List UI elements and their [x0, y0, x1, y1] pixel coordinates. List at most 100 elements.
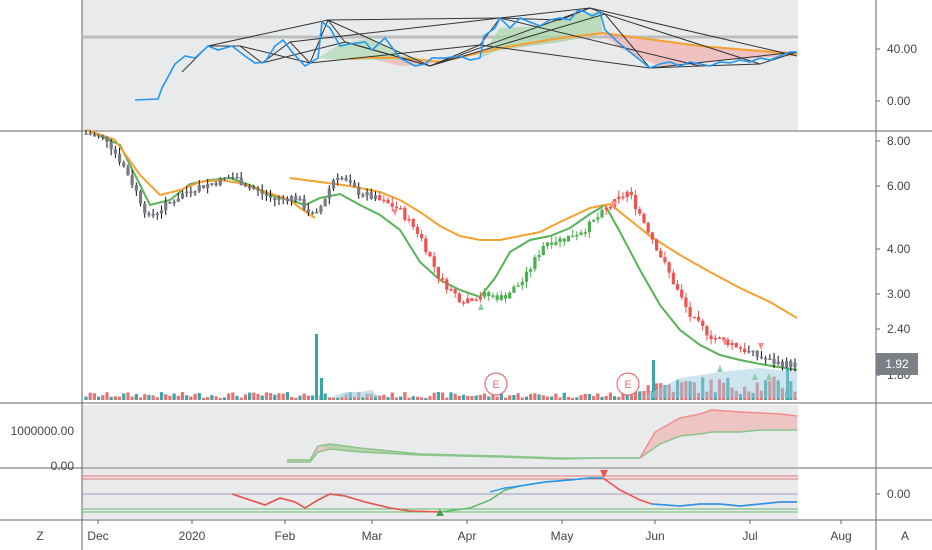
candle-body [172, 201, 176, 204]
volume-bar [122, 393, 126, 400]
candle-body [768, 358, 772, 361]
candle-body [243, 185, 248, 187]
candle-body [558, 238, 562, 243]
timezone-button[interactable]: Z [36, 529, 44, 543]
candle-body [633, 194, 638, 210]
volume-bar [449, 392, 453, 400]
volume-tick-label: 1000000.00 [11, 424, 75, 438]
candle-body [143, 203, 147, 214]
sell-signal-marker [758, 343, 764, 350]
candle-body [508, 292, 512, 299]
candle-body [470, 298, 474, 301]
candle-body [390, 203, 394, 207]
candle-body [206, 184, 210, 189]
x-tick-label: Feb [275, 529, 296, 543]
buy-signal-marker [717, 365, 723, 372]
candle-body [600, 209, 604, 218]
candle-body [579, 232, 583, 235]
sell-signal-marker [722, 339, 728, 346]
volume-bar [298, 395, 302, 400]
candle-body [545, 242, 550, 246]
volume-bar [541, 395, 545, 400]
volume-bar [176, 395, 180, 400]
earnings-label: E [492, 379, 499, 391]
candle-body [151, 214, 155, 216]
candle-body [780, 361, 785, 368]
candle-body [625, 191, 629, 197]
candle-body [592, 219, 596, 222]
candle-body [277, 197, 281, 201]
volume-bar [386, 397, 390, 400]
candle-body [575, 234, 579, 237]
volume-bar [566, 396, 571, 400]
volume-bar [432, 392, 436, 400]
candle-body [696, 316, 701, 321]
candle-body [432, 256, 436, 267]
candle-body [117, 153, 122, 163]
candle-body [218, 177, 222, 186]
candle-body [407, 219, 411, 221]
candle-body [84, 133, 88, 135]
volume-bar [550, 396, 554, 400]
top-tick-label: 40.00 [887, 42, 917, 56]
volume-area-blue [640, 368, 797, 398]
candle-body [466, 298, 470, 304]
price-tick-label: 6.00 [887, 179, 911, 193]
volume-bar [218, 397, 222, 400]
candle-body [424, 238, 428, 253]
top-panel [82, 7, 798, 101]
volume-bar [323, 393, 327, 400]
volume-bar [361, 397, 365, 400]
candle-body [399, 207, 403, 210]
volume-bar [277, 393, 281, 400]
candle-body [604, 208, 608, 210]
volume-bar [143, 394, 147, 400]
candle-body [310, 212, 315, 214]
volume-bar [252, 392, 256, 400]
candle-body [180, 193, 185, 199]
volume-bar [117, 396, 122, 400]
top-panel-blue-line [134, 9, 797, 101]
ma-slow-orange [289, 177, 798, 319]
candle-body [415, 227, 420, 235]
x-tick-label: Mar [362, 529, 383, 543]
volume-bar [587, 394, 592, 400]
volume-bar [164, 394, 168, 400]
volume-bar [151, 395, 155, 400]
candles [84, 129, 797, 372]
volume-bar [487, 396, 491, 400]
volume-bar [499, 393, 503, 400]
volume-bar [420, 397, 424, 400]
volume-bar [327, 397, 331, 400]
earnings-marker[interactable]: E [484, 372, 508, 396]
x-tick-label: May [551, 529, 574, 543]
volume-bar [268, 393, 273, 400]
candle-body [235, 176, 239, 179]
volume-bar [617, 396, 621, 400]
x-tick-label: Dec [87, 529, 108, 543]
candle-body [340, 177, 344, 180]
candle-body [365, 192, 369, 196]
candle-body [331, 180, 336, 189]
candle-body [667, 262, 671, 273]
candle-body [214, 183, 218, 186]
volume-bar [592, 396, 596, 400]
x-tick-label: Apr [458, 529, 477, 543]
candle-body [248, 186, 252, 189]
earnings-marker[interactable]: E [616, 372, 640, 396]
candle-body [487, 292, 491, 296]
candle-body [596, 217, 600, 220]
candle-body [713, 338, 717, 340]
volume-bar [256, 393, 260, 400]
volume-bar [96, 396, 101, 400]
volume-bar [461, 394, 466, 400]
volume-bar [474, 395, 478, 400]
candle-body [541, 245, 545, 255]
candle-body [726, 339, 730, 346]
volume-bar [529, 393, 533, 400]
top-tick-label: 0.00 [887, 94, 911, 108]
candle-body [306, 209, 310, 213]
candle-body [227, 177, 231, 179]
auto-scale-button[interactable]: A [900, 529, 909, 543]
candle-body [512, 286, 516, 293]
